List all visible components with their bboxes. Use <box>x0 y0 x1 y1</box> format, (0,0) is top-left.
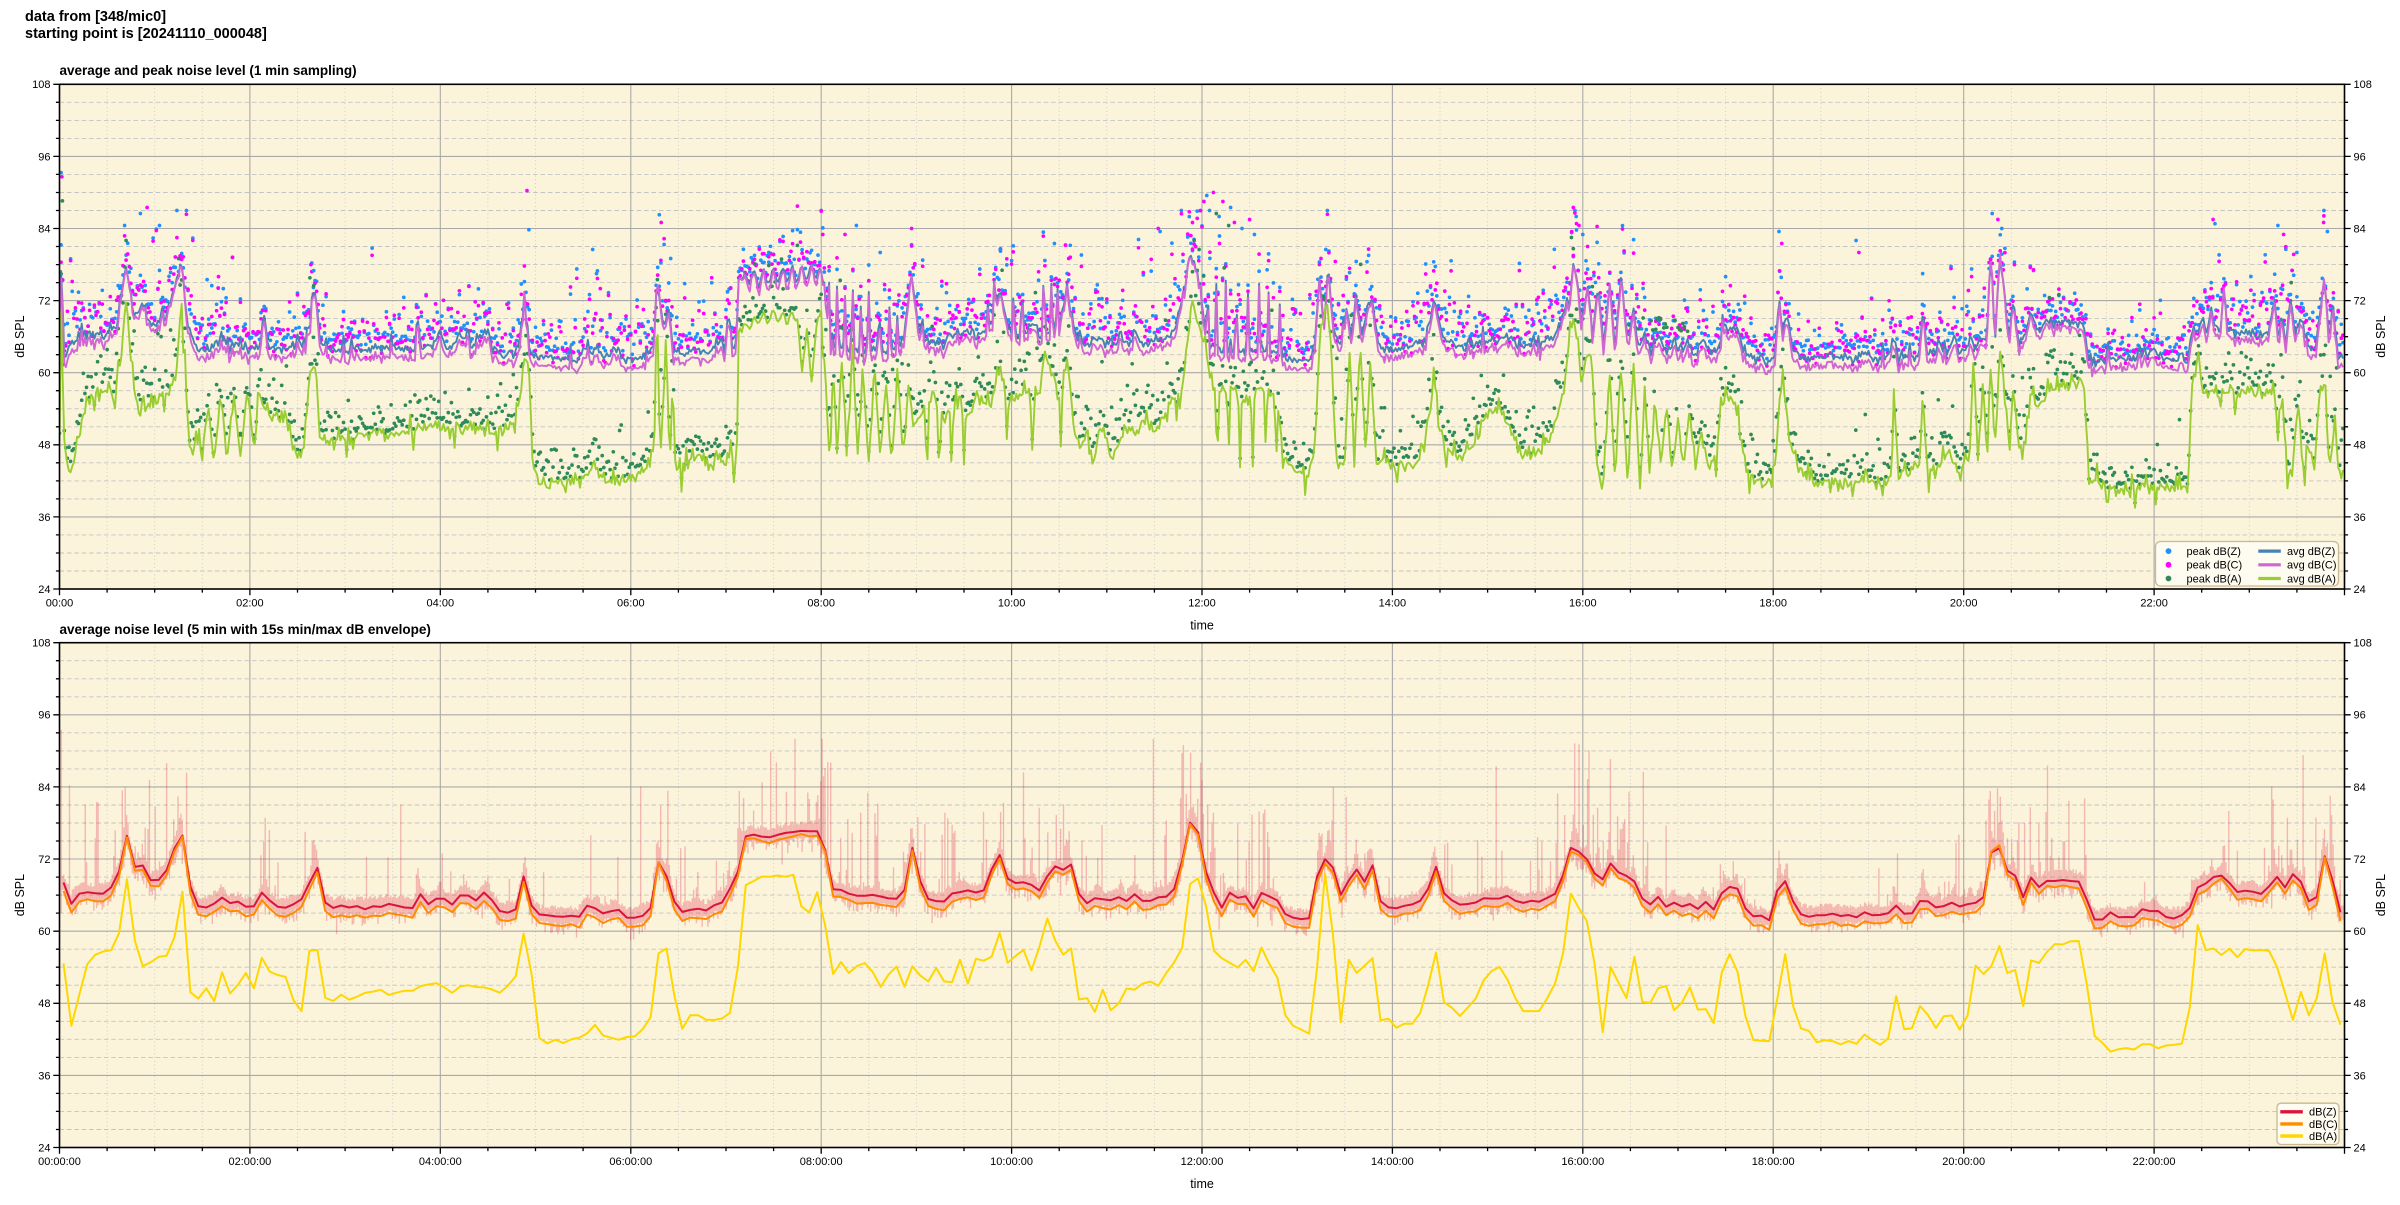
svg-text:84: 84 <box>2354 782 2366 794</box>
svg-text:72: 72 <box>38 854 50 866</box>
svg-text:48: 48 <box>38 440 50 452</box>
svg-text:24: 24 <box>38 584 50 596</box>
svg-text:dB SPL: dB SPL <box>2374 874 2388 916</box>
svg-text:04:00:00: 04:00:00 <box>419 1156 462 1168</box>
svg-text:14:00:00: 14:00:00 <box>1371 1156 1414 1168</box>
svg-text:24: 24 <box>38 1142 50 1154</box>
svg-text:avg dB(C): avg dB(C) <box>2287 560 2337 572</box>
svg-text:average noise level (5 min wit: average noise level (5 min with 15s min/… <box>60 622 431 637</box>
svg-text:22:00:00: 22:00:00 <box>2133 1156 2176 1168</box>
svg-text:36: 36 <box>38 1070 50 1082</box>
svg-text:84: 84 <box>2354 223 2366 235</box>
svg-text:108: 108 <box>32 638 50 650</box>
svg-text:16:00:00: 16:00:00 <box>1561 1156 1604 1168</box>
svg-text:72: 72 <box>2354 296 2366 308</box>
svg-text:60: 60 <box>38 926 50 938</box>
svg-text:18:00:00: 18:00:00 <box>1752 1156 1795 1168</box>
svg-text:48: 48 <box>38 998 50 1010</box>
svg-text:96: 96 <box>38 710 50 722</box>
svg-text:14:00: 14:00 <box>1379 598 1407 610</box>
svg-text:24: 24 <box>2354 584 2366 596</box>
svg-text:60: 60 <box>2354 368 2366 380</box>
svg-text:16:00: 16:00 <box>1569 598 1597 610</box>
svg-text:108: 108 <box>32 79 50 91</box>
svg-text:08:00:00: 08:00:00 <box>800 1156 843 1168</box>
svg-text:peak dB(C): peak dB(C) <box>2187 560 2243 572</box>
svg-text:108: 108 <box>2354 638 2372 650</box>
svg-text:dB SPL: dB SPL <box>2374 315 2388 357</box>
svg-text:dB SPL: dB SPL <box>13 874 27 916</box>
svg-text:36: 36 <box>2354 1070 2366 1082</box>
svg-text:48: 48 <box>2354 440 2366 452</box>
svg-text:06:00: 06:00 <box>617 598 645 610</box>
svg-text:02:00: 02:00 <box>236 598 264 610</box>
svg-text:peak dB(A): peak dB(A) <box>2187 573 2242 585</box>
svg-text:time: time <box>1190 619 1214 633</box>
svg-text:12:00:00: 12:00:00 <box>1181 1156 1224 1168</box>
svg-text:starting point is [20241110_00: starting point is [20241110_000048] <box>25 26 267 42</box>
svg-text:18:00: 18:00 <box>1759 598 1787 610</box>
svg-text:00:00:00: 00:00:00 <box>38 1156 81 1168</box>
svg-text:average and peak noise level (: average and peak noise level (1 min samp… <box>60 63 357 78</box>
svg-text:dB(A): dB(A) <box>2309 1131 2337 1143</box>
svg-text:84: 84 <box>38 782 50 794</box>
svg-text:00:00: 00:00 <box>46 598 74 610</box>
svg-text:08:00: 08:00 <box>807 598 835 610</box>
svg-text:20:00: 20:00 <box>1950 598 1978 610</box>
svg-text:data from [348/mic0]: data from [348/mic0] <box>25 9 166 25</box>
svg-text:dB SPL: dB SPL <box>13 315 27 357</box>
svg-text:10:00: 10:00 <box>998 598 1026 610</box>
svg-text:108: 108 <box>2354 79 2372 91</box>
svg-text:04:00: 04:00 <box>427 598 455 610</box>
svg-text:avg dB(A): avg dB(A) <box>2287 573 2336 585</box>
svg-text:96: 96 <box>2354 710 2366 722</box>
svg-text:time: time <box>1190 1177 1214 1191</box>
svg-text:22:00: 22:00 <box>2140 598 2168 610</box>
svg-text:06:00:00: 06:00:00 <box>609 1156 652 1168</box>
svg-text:02:00:00: 02:00:00 <box>228 1156 271 1168</box>
svg-text:36: 36 <box>38 512 50 524</box>
svg-text:20:00:00: 20:00:00 <box>1942 1156 1985 1168</box>
svg-text:84: 84 <box>38 223 50 235</box>
svg-text:dB(C): dB(C) <box>2309 1119 2338 1131</box>
svg-text:48: 48 <box>2354 998 2366 1010</box>
svg-text:96: 96 <box>38 151 50 163</box>
svg-text:avg dB(Z): avg dB(Z) <box>2287 546 2335 558</box>
svg-text:60: 60 <box>2354 926 2366 938</box>
svg-text:24: 24 <box>2354 1142 2366 1154</box>
svg-text:36: 36 <box>2354 512 2366 524</box>
svg-text:12:00: 12:00 <box>1188 598 1216 610</box>
svg-text:10:00:00: 10:00:00 <box>990 1156 1033 1168</box>
svg-text:96: 96 <box>2354 151 2366 163</box>
svg-text:dB(Z): dB(Z) <box>2309 1107 2337 1119</box>
svg-text:60: 60 <box>38 368 50 380</box>
svg-text:peak dB(Z): peak dB(Z) <box>2187 546 2241 558</box>
svg-text:72: 72 <box>38 296 50 308</box>
svg-text:72: 72 <box>2354 854 2366 866</box>
